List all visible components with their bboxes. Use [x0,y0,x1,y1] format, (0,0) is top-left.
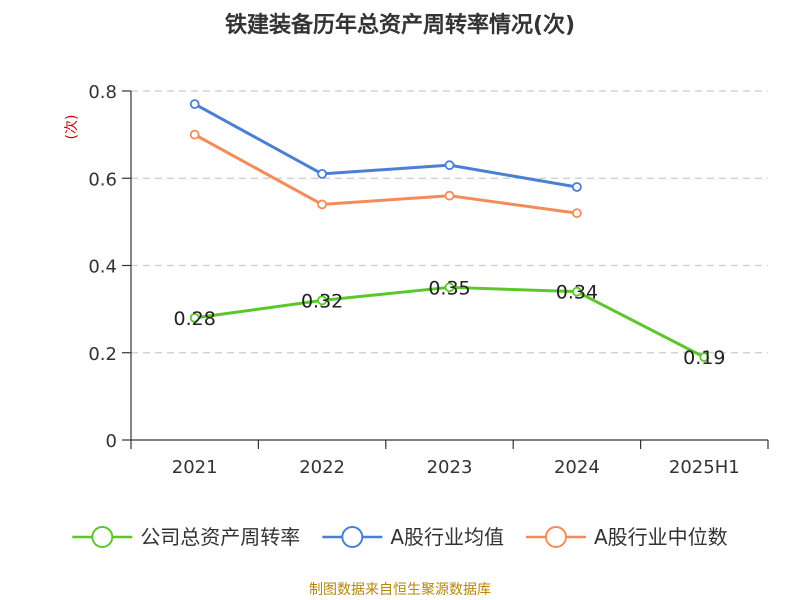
x-tick-label: 2021 [172,457,218,478]
series-point-1 [317,168,328,179]
series-lines [189,99,710,363]
x-tick-label: 2023 [427,457,473,478]
legend: 公司总资产周转率 A股行业均值 A股行业中位数 [72,525,728,549]
legend-marker [341,526,364,548]
series-point-2 [444,190,455,201]
legend-marker [91,526,114,548]
y-axis-unit-label: (次) [64,115,80,140]
series-point-0 [317,295,328,306]
data-label: 0.28 [174,308,216,330]
y-tick-label: 0 [106,431,117,452]
y-tick-label: 0.4 [88,257,117,278]
x-tick-label: 2022 [299,457,345,478]
series-line-1 [193,102,578,189]
series-line-2 [193,133,578,215]
series-point-1 [572,182,582,192]
y-tick-label: 0.2 [88,344,117,365]
series-point-1 [189,99,200,109]
legend-label: A股行业中位数 [594,525,728,549]
series-point-1 [444,160,455,171]
legend-item-0: 公司总资产周转率 [72,525,300,549]
x-tick-label: 2024 [554,457,600,478]
chart-title: 铁建装备历年总资产周转率情况(次) [225,12,575,38]
legend-label: 公司总资产周转率 [140,525,300,549]
series-point-0 [444,282,455,293]
legend-marker [544,526,567,548]
series-point-2 [317,199,328,210]
data-label: 0.32 [301,290,343,312]
grid-lines [131,90,768,354]
series-point-0 [189,312,200,323]
axes: 0 0.2 0.4 0.6 0.8 2021 2022 2023 2024 2025H1 [88,82,769,478]
legend-label: A股行业均值 [390,525,504,549]
legend-item-1: A股行业均值 [322,525,504,549]
y-tick-label: 0.6 [88,169,117,190]
y-tick-label: 0.8 [88,82,117,103]
data-label: 0.35 [428,277,470,299]
legend-item-2: A股行业中位数 [525,525,728,549]
data-label: 0.19 [683,347,725,369]
data-labels: 0.28 0.32 0.35 0.34 0.19 [174,277,726,369]
series-point-2 [189,129,200,140]
series-point-0 [572,286,582,297]
source-note: 制图数据来自恒生聚源数据库 [309,582,491,598]
data-label: 0.34 [556,282,598,304]
series-point-2 [572,208,582,219]
series-point-0 [699,352,710,363]
x-tick-label: 2025H1 [669,457,740,478]
